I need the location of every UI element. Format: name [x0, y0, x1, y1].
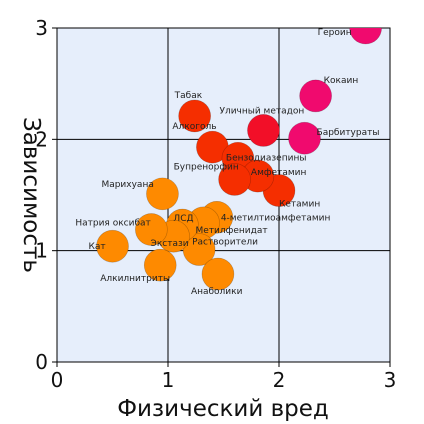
x-tick-label: 2 — [273, 368, 286, 392]
y-axis-title: Зависимость — [18, 117, 44, 273]
axis-ticks: 0 1 2 3 0 1 2 3 — [35, 16, 396, 392]
data-point-label: Анаболики — [191, 287, 243, 297]
data-point-8 — [178, 99, 211, 133]
data-point-3 — [247, 114, 280, 147]
plot-area — [57, 28, 390, 362]
data-point-label: Бензодиазепины — [226, 153, 307, 163]
data-point-0 — [349, 28, 382, 45]
data-point-label: Бупренорфин — [174, 162, 239, 172]
data-point-16 — [146, 177, 179, 211]
plot-border — [56, 27, 391, 363]
x-tick-label: 1 — [162, 368, 175, 392]
data-point-label: Натрия оксибат — [75, 219, 150, 229]
data-point-label: ЛСД — [173, 214, 193, 224]
data-point-12 — [182, 233, 216, 266]
data-point-label: Кетамин — [279, 200, 320, 210]
data-point-label: Уличный метадон — [219, 106, 304, 116]
y-tick-label: 3 — [35, 16, 48, 40]
data-point-2 — [288, 121, 321, 155]
x-tick-label: 3 — [384, 368, 397, 392]
x-tick-label: 0 — [51, 368, 64, 392]
data-point-label: 4-метилтиоамфетамин — [221, 213, 331, 223]
y-tick-label: 1 — [35, 239, 48, 263]
data-point-label: Марихуана — [101, 180, 153, 190]
y-tick-label: 0 — [35, 350, 48, 374]
data-point-label: Кокаин — [324, 76, 359, 86]
data-point-label: Табак — [174, 91, 203, 101]
data-point-13 — [201, 257, 235, 291]
y-tick-label: 2 — [35, 127, 48, 151]
data-point-9 — [218, 163, 251, 196]
data-point-label: Метилфенидат — [196, 226, 268, 236]
data-point-label: Алкоголь — [172, 122, 216, 132]
data-point-19 — [96, 229, 129, 263]
data-point-1 — [299, 79, 332, 113]
data-point-17 — [135, 213, 168, 246]
data-point-18 — [143, 248, 177, 282]
data-point-label: Амфетамин — [251, 168, 307, 178]
data-point-label: Барбитураты — [317, 128, 380, 138]
data-points — [96, 28, 382, 291]
data-point-label: Героин — [318, 28, 352, 38]
x-axis-title: Физический вред — [117, 396, 329, 422]
data-point-label: Алкилнитриты — [100, 274, 170, 284]
data-point-label: Кат — [89, 242, 106, 252]
data-point-label: Экстази — [151, 239, 189, 249]
data-point-label: Растворители — [192, 238, 258, 248]
